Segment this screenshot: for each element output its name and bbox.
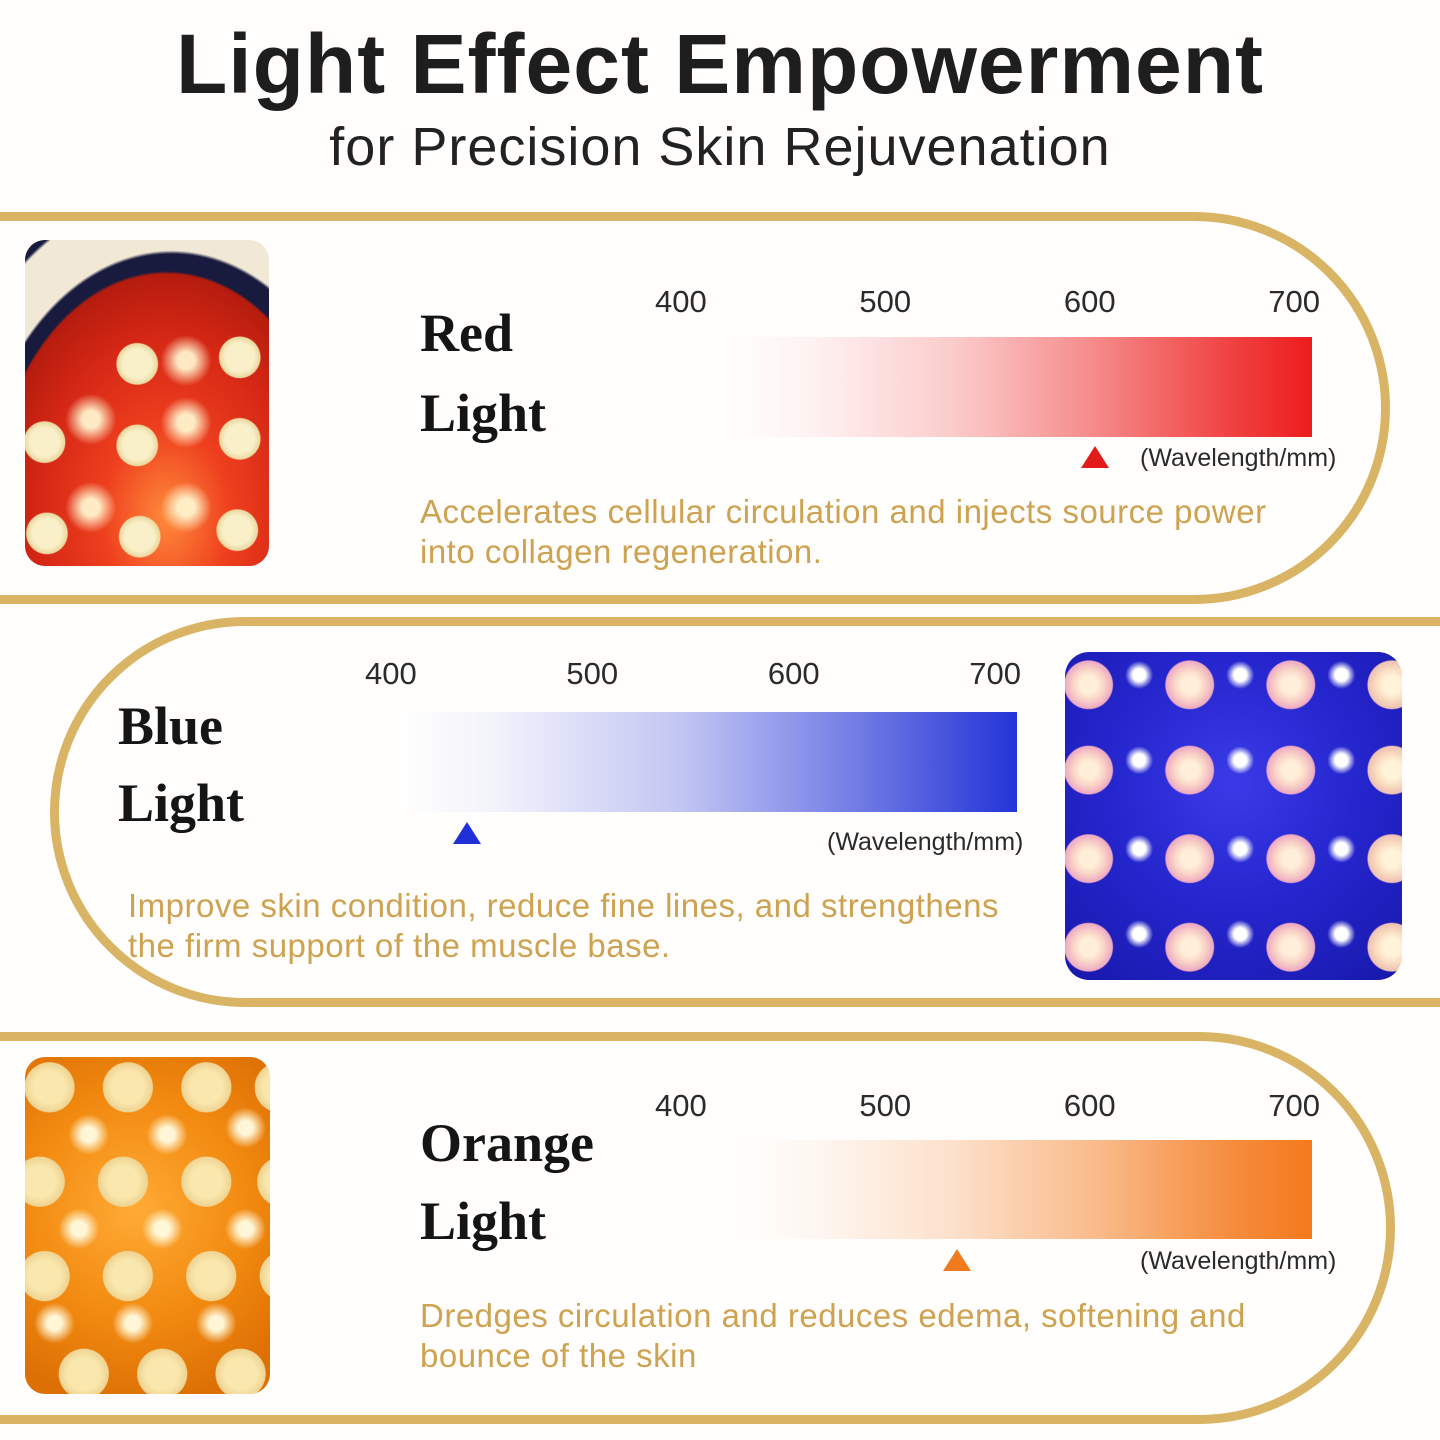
orange-wavelength-ticks: 400 500 600 700 — [655, 1088, 1320, 1124]
tick-label: 500 — [859, 1088, 912, 1123]
blue-light-description: Improve skin condition, reduce fine line… — [128, 886, 999, 965]
orange-light-device-photo — [25, 1057, 270, 1394]
tick-label: 600 — [767, 656, 820, 691]
red-light-label-line2: Light — [420, 383, 547, 443]
tick-label: 500 — [566, 656, 619, 691]
tick-label: 400 — [365, 656, 417, 691]
orange-light-description: Dredges circulation and reduces edema, s… — [420, 1296, 1246, 1375]
red-light-description: Accelerates cellular circulation and inj… — [420, 492, 1267, 571]
orange-light-label-line1: Orange — [420, 1113, 594, 1173]
orange-wavelength-gradient-bar — [730, 1140, 1312, 1239]
orange-section-border — [0, 1032, 1395, 1424]
orange-marker-triangle-icon — [943, 1249, 971, 1271]
blue-light-label-line1: Blue — [118, 696, 224, 756]
tick-label: 700 — [1268, 1088, 1320, 1123]
red-wavelength-gradient-bar — [730, 337, 1312, 437]
orange-light-label-line2: Light — [420, 1191, 547, 1251]
blue-description-line1: Improve skin condition, reduce fine line… — [128, 887, 999, 924]
red-marker-triangle-icon — [1081, 446, 1109, 468]
blue-marker-triangle-icon — [453, 822, 481, 844]
red-light-label-line1: Red — [420, 303, 513, 363]
red-wavelength-unit-label: (Wavelength/mm) — [1140, 444, 1337, 472]
blue-light-label-line2: Light — [118, 773, 245, 833]
tick-label: 600 — [1063, 284, 1116, 319]
blue-light-device-photo — [1065, 652, 1402, 980]
page-subtitle: for Precision Skin Rejuvenation — [329, 117, 1111, 177]
tick-label: 400 — [655, 284, 707, 319]
tick-label: 700 — [969, 656, 1021, 691]
blue-wavelength-gradient-bar — [405, 712, 1017, 812]
red-light-device-photo — [25, 240, 269, 566]
red-section-border — [0, 212, 1390, 604]
tick-label: 500 — [859, 284, 912, 319]
red-description-line2: into collagen regeneration. — [420, 532, 823, 570]
tick-label: 600 — [1063, 1088, 1116, 1123]
blue-description-line2: the firm support of the muscle base. — [128, 926, 671, 964]
orange-wavelength-unit-label: (Wavelength/mm) — [1140, 1247, 1337, 1275]
blue-wavelength-unit-label: (Wavelength/mm) — [827, 828, 1024, 856]
orange-description-line1: Dredges circulation and reduces edema, s… — [420, 1297, 1246, 1334]
blue-wavelength-ticks: 400 500 600 700 — [365, 656, 1021, 692]
tick-label: 400 — [655, 1088, 707, 1123]
orange-description-line2: bounce of the skin — [420, 1336, 697, 1374]
tick-label: 700 — [1268, 284, 1320, 319]
red-wavelength-ticks: 400 500 600 700 — [655, 284, 1320, 320]
page-title: Light Effect Empowerment — [175, 17, 1265, 111]
red-description-line1: Accelerates cellular circulation and inj… — [420, 493, 1267, 530]
blue-section-border — [50, 617, 1440, 1007]
